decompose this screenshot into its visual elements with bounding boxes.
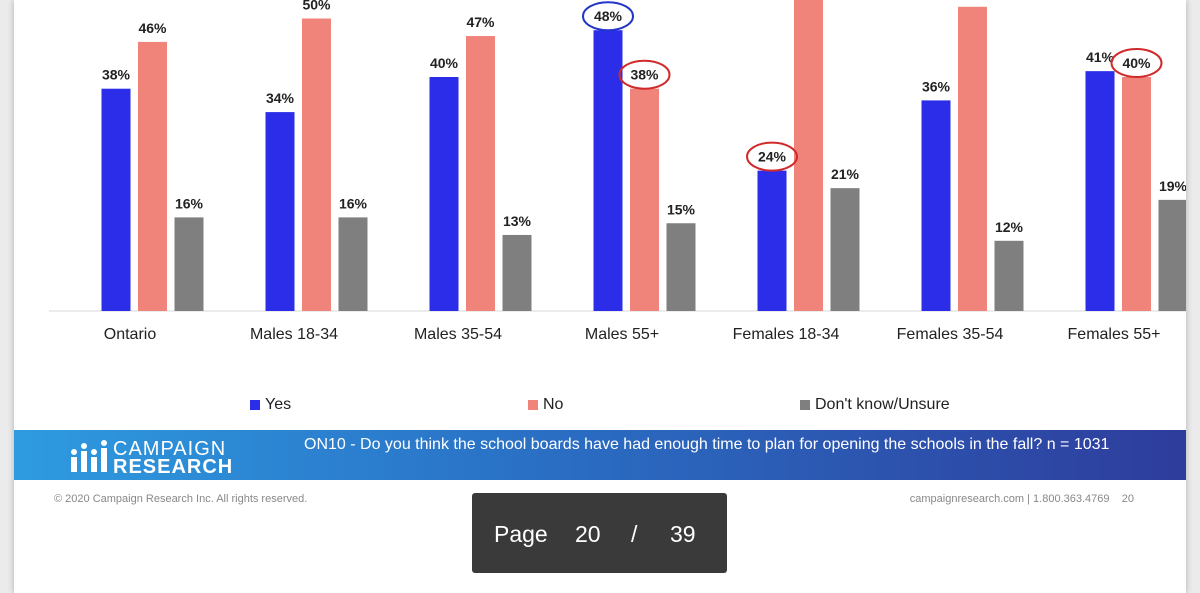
bar-females-18-34-no	[794, 0, 823, 312]
bar-females-35-54-yes	[921, 100, 951, 312]
category-label-males-55: Males 55+	[585, 326, 659, 343]
bar-females-18-34-yes	[757, 170, 787, 311]
logo-text-top: CAMPAIGN	[113, 438, 227, 460]
data-label-males-55-yes: 48%	[594, 8, 623, 24]
logo-text-bottom: RESEARCH	[113, 456, 234, 478]
category-label-females-35-54: Females 35-54	[897, 326, 1004, 343]
bar-males-18-34-no	[302, 18, 331, 311]
bar-females-18-34-don-t-know-unsure	[830, 188, 860, 311]
data-label-ontario-no: 46%	[138, 20, 167, 36]
contact-text: campaignresearch.com | 1.800.363.4769	[909, 493, 1110, 505]
data-label-females-55-don-t-know-unsure: 19%	[1159, 178, 1186, 194]
data-label-males-55-no: 38%	[630, 67, 659, 83]
bar-females-55-no	[1122, 77, 1151, 311]
legend-label-no: No	[543, 396, 564, 413]
category-label-males-35-54: Males 35-54	[414, 326, 502, 343]
legend-item-unsure: Don't know/Unsure	[800, 396, 950, 414]
data-label-females-55-yes: 41%	[1086, 49, 1115, 65]
data-label-females-55-no: 40%	[1122, 55, 1151, 71]
bar-males-55-don-t-know-unsure	[666, 223, 696, 311]
bar-males-18-34-yes	[265, 112, 295, 311]
legend-swatch-no	[528, 400, 538, 410]
highlight-circle-females-55-no	[1110, 48, 1163, 78]
data-label-males-35-54-yes: 40%	[430, 55, 459, 71]
total-pages: 39	[670, 521, 696, 547]
bar-males-55-yes	[593, 30, 623, 311]
category-label-ontario: Ontario	[104, 326, 157, 343]
category-label-females-55: Females 55+	[1068, 326, 1161, 343]
slide-number: 20	[1121, 493, 1134, 505]
question-banner: CAMPAIGN RESEARCH ON10 - Do you think th…	[14, 430, 1186, 480]
bar-males-35-54-no	[466, 36, 495, 312]
bar-chart: Ontario 38% 46% 16% Males 18-34 34% 50% 16% Male…	[49, 0, 1186, 343]
bar-males-35-54-don-t-know-unsure	[502, 234, 532, 311]
legend-swatch-unsure	[800, 400, 810, 410]
data-label-males-18-34-no: 50%	[302, 0, 331, 13]
bar-females-55-yes	[1085, 71, 1115, 312]
page-indicator: Page 20 / 39	[472, 493, 727, 573]
data-label-ontario-don-t-know-unsure: 16%	[175, 195, 204, 211]
category-label-females-18-34: Females 18-34	[733, 326, 840, 343]
highlight-circle-males-55-yes	[582, 1, 634, 32]
bar-females-55-don-t-know-unsure	[1158, 199, 1186, 311]
data-label-males-35-54-don-t-know-unsure: 13%	[503, 213, 532, 229]
data-label-females-35-54-don-t-know-unsure: 12%	[995, 219, 1024, 235]
campaign-research-logo: CAMPAIGN RESEARCH	[69, 436, 259, 478]
highlight-circle-males-55-no	[618, 59, 671, 90]
page-label: Page	[494, 521, 548, 547]
bar-males-55-no	[630, 88, 659, 311]
bar-females-35-54-don-t-know-unsure	[994, 240, 1024, 311]
data-label-ontario-yes: 38%	[102, 67, 131, 83]
data-label-females-18-34-don-t-know-unsure: 21%	[831, 166, 860, 182]
data-label-females-35-54-no: 52%	[958, 0, 987, 1]
data-label-females-35-54-yes: 36%	[922, 78, 951, 94]
slide: Ontario 38% 46% 16% Males 18-34 34% 50% 16% Male…	[14, 0, 1186, 593]
bar-ontario-don-t-know-unsure	[174, 217, 204, 311]
data-label-males-18-34-yes: 34%	[266, 90, 295, 106]
bar-ontario-no	[138, 41, 167, 312]
legend-swatch-yes	[250, 400, 260, 410]
bar-males-35-54-yes	[429, 77, 459, 311]
bar-males-18-34-don-t-know-unsure	[338, 217, 368, 311]
copyright-text: © 2020 Campaign Research Inc. All rights…	[54, 493, 308, 505]
contact-info: campaignresearch.com | 1.800.363.4769 20	[910, 493, 1134, 505]
bar-ontario-yes	[101, 88, 131, 311]
legend-label-yes: Yes	[265, 396, 292, 413]
bar-females-35-54-no	[958, 6, 987, 312]
data-label-females-18-34-yes: 24%	[758, 149, 787, 165]
data-label-males-18-34-don-t-know-unsure: 16%	[339, 195, 368, 211]
category-label-males-18-34: Males 18-34	[250, 326, 338, 343]
legend-item-no: No	[528, 396, 563, 414]
survey-question: ON10 - Do you think the school boards ha…	[304, 436, 1110, 453]
highlight-circle-females-18-34-yes	[746, 141, 798, 172]
legend-label-unsure: Don't know/Unsure	[815, 396, 950, 413]
data-label-males-55-don-t-know-unsure: 15%	[667, 201, 696, 217]
data-label-males-35-54-no: 47%	[466, 14, 495, 30]
current-page: 20	[575, 521, 601, 547]
page-separator: /	[631, 521, 638, 547]
legend-item-yes: Yes	[250, 396, 291, 414]
logo-bars-icon	[71, 440, 107, 472]
